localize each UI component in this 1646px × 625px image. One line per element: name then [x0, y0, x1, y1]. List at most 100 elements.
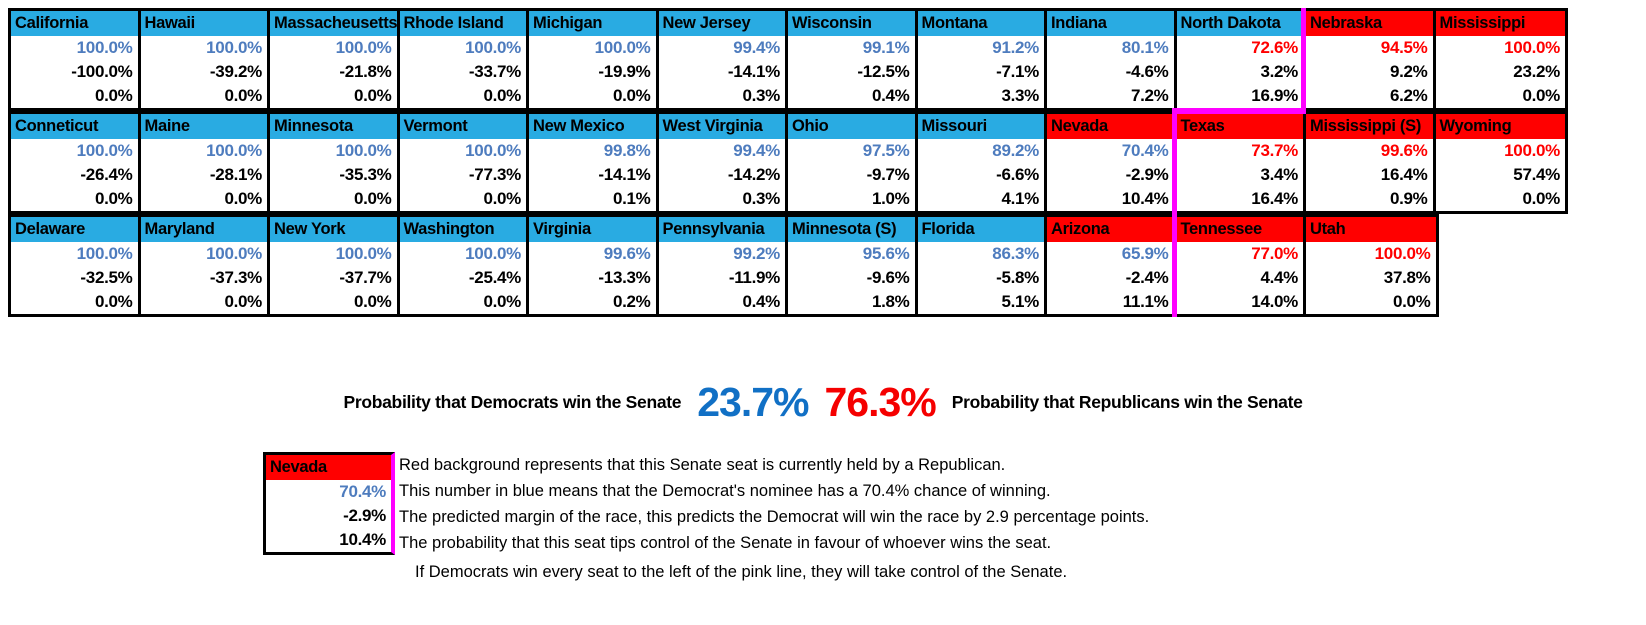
- legend-example-margin: -2.9%: [343, 506, 386, 525]
- tipping-probability: 7.2%: [1130, 86, 1169, 105]
- state-name: Arizona: [1047, 217, 1174, 242]
- state-cell-ohio[interactable]: Ohio 97.5% -9.7% 1.0%: [788, 114, 918, 211]
- tipping-probability: 0.0%: [224, 86, 262, 105]
- rep-probability-value: 76.3%: [824, 378, 937, 425]
- state-name: Delaware: [11, 217, 138, 242]
- state-cell-utah[interactable]: Utah 100.0% 37.8% 0.0%: [1306, 217, 1436, 314]
- state-cell-mississippi[interactable]: Mississippi 100.0% 23.2% 0.0%: [1435, 11, 1565, 108]
- state-cell-tennessee[interactable]: Tennessee 77.0% 4.4% 14.0%: [1176, 217, 1306, 314]
- legend-line-margin: The predicted margin of the race, this p…: [399, 508, 1150, 526]
- predicted-margin: -9.6%: [866, 268, 910, 287]
- state-name: Utah: [1306, 217, 1436, 242]
- state-cell-new-jersey[interactable]: New Jersey 99.4% -14.1% 0.3%: [658, 11, 788, 108]
- tipping-probability: 1.0%: [871, 189, 910, 208]
- predicted-margin: 3.2%: [1260, 62, 1298, 81]
- tipping-probability: 0.0%: [353, 189, 392, 208]
- win-probability: 73.7%: [1251, 141, 1298, 160]
- state-name: Washington: [399, 217, 526, 242]
- state-cell-texas[interactable]: Texas 73.7% 3.4% 16.4%: [1176, 114, 1306, 211]
- state-cell-new-mexico[interactable]: New Mexico 99.8% -14.1% 0.1%: [529, 114, 659, 211]
- win-probability: 100.0%: [335, 244, 392, 263]
- tipping-probability: 0.0%: [612, 86, 651, 105]
- win-probability: 100.0%: [1504, 38, 1560, 57]
- predicted-margin: -39.2%: [209, 62, 262, 81]
- state-cell-pennsylvania[interactable]: Pennsylvania 99.2% -11.9% 0.4%: [658, 217, 788, 314]
- predicted-margin: -26.4%: [80, 165, 133, 184]
- predicted-margin: -5.8%: [996, 268, 1039, 287]
- state-name: Virginia: [529, 217, 656, 242]
- state-cell-washington[interactable]: Washington 100.0% -25.4% 0.0%: [399, 217, 529, 314]
- tipping-probability: 16.9%: [1251, 86, 1298, 105]
- state-cell-indiana[interactable]: Indiana 80.1% -4.6% 7.2%: [1047, 11, 1177, 108]
- win-probability: 72.6%: [1251, 38, 1298, 57]
- state-cell-north-dakota[interactable]: North Dakota 72.6% 3.2% 16.9%: [1176, 11, 1306, 108]
- state-name: Ohio: [788, 114, 915, 139]
- predicted-margin: -32.5%: [80, 268, 133, 287]
- state-cell-rhode-island[interactable]: Rhode Island 100.0% -33.7% 0.0%: [399, 11, 529, 108]
- win-probability: 97.5%: [862, 141, 910, 160]
- state-cell-wisconsin[interactable]: Wisconsin 99.1% -12.5% 0.4%: [788, 11, 918, 108]
- state-cell-california[interactable]: California 100.0% -100.0% 0.0%: [11, 11, 141, 108]
- state-cell-vermont[interactable]: Vermont 100.0% -77.3% 0.0%: [399, 114, 529, 211]
- win-probability: 100.0%: [206, 244, 262, 263]
- state-cell-west-virginia[interactable]: West Virginia 99.4% -14.2% 0.3%: [658, 114, 788, 211]
- tipping-probability: 0.3%: [742, 189, 780, 208]
- tipping-probability: 0.0%: [1522, 189, 1560, 208]
- state-cell-delaware[interactable]: Delaware 100.0% -32.5% 0.0%: [11, 217, 141, 314]
- win-probability: 100.0%: [76, 38, 133, 57]
- state-name: Nebraska: [1306, 11, 1433, 36]
- state-cell-minnesota-s[interactable]: Minnesota (S) 95.6% -9.6% 1.8%: [788, 217, 918, 314]
- predicted-margin: -12.5%: [857, 62, 910, 81]
- state-cell-arizona[interactable]: Arizona 65.9% -2.4% 11.1%: [1047, 217, 1177, 314]
- tipping-probability: 0.4%: [871, 86, 910, 105]
- state-cell-mississippi-s[interactable]: Mississippi (S) 99.6% 16.4% 0.9%: [1306, 114, 1436, 211]
- state-cell-virginia[interactable]: Virginia 99.6% -13.3% 0.2%: [529, 217, 659, 314]
- state-cell-nebraska[interactable]: Nebraska 94.5% 9.2% 6.2%: [1306, 11, 1436, 108]
- win-probability: 100.0%: [206, 38, 262, 57]
- state-name: Maine: [140, 114, 267, 139]
- tipping-probability: 11.1%: [1122, 292, 1169, 311]
- state-name: Mississippi (S): [1306, 114, 1433, 139]
- state-cell-conneticut[interactable]: Conneticut 100.0% -26.4% 0.0%: [11, 114, 141, 211]
- board-row-1: California 100.0% -100.0% 0.0% Hawaii 100.0% -…: [8, 8, 1568, 111]
- state-cell-florida[interactable]: Florida 86.3% -5.8% 5.1%: [917, 217, 1047, 314]
- tipping-probability: 0.0%: [353, 292, 392, 311]
- win-probability: 86.3%: [992, 244, 1039, 263]
- predicted-margin: -100.0%: [71, 62, 133, 81]
- state-name: Indiana: [1047, 11, 1174, 36]
- state-name: Hawaii: [140, 11, 267, 36]
- state-cell-wyoming[interactable]: Wyoming 100.0% 57.4% 0.0%: [1435, 114, 1565, 211]
- state-name: New Jersey: [658, 11, 785, 36]
- state-cell-missouri[interactable]: Missouri 89.2% -6.6% 4.1%: [917, 114, 1047, 211]
- state-cell-massacheusetts[interactable]: Massacheusetts 100.0% -21.8% 0.0%: [270, 11, 400, 108]
- legend-example-cell: Nevada 70.4% -2.9% 10.4%: [263, 452, 395, 555]
- state-cell-new-york[interactable]: New York 100.0% -37.7% 0.0%: [270, 217, 400, 314]
- state-cell-maryland[interactable]: Maryland 100.0% -37.3% 0.0%: [140, 217, 270, 314]
- legend-line-pink-line: If Democrats win every seat to the left …: [415, 563, 1068, 581]
- board-row-2: Conneticut 100.0% -26.4% 0.0% Maine 100.0% -28…: [8, 111, 1568, 214]
- legend-line-tipping: The probability that this seat tips cont…: [399, 534, 1052, 552]
- predicted-margin: -35.3%: [339, 165, 392, 184]
- win-probability: 100.0%: [1374, 244, 1431, 263]
- state-cell-michigan[interactable]: Michigan 100.0% -19.9% 0.0%: [529, 11, 659, 108]
- state-name: Massacheusetts: [270, 11, 397, 36]
- predicted-margin: -2.4%: [1125, 268, 1169, 287]
- predicted-margin: -77.3%: [468, 165, 521, 184]
- win-probability: 100.0%: [76, 244, 133, 263]
- state-cell-maine[interactable]: Maine 100.0% -28.1% 0.0%: [140, 114, 270, 211]
- win-probability: 70.4%: [1121, 141, 1169, 160]
- tipping-probability: 0.0%: [224, 189, 262, 208]
- win-probability: 100.0%: [76, 141, 133, 160]
- state-name: Missouri: [917, 114, 1044, 139]
- state-name: Conneticut: [11, 114, 138, 139]
- state-cell-nevada[interactable]: Nevada 70.4% -2.9% 10.4%: [1047, 114, 1177, 211]
- state-name: Florida: [917, 217, 1044, 242]
- state-name: Rhode Island: [399, 11, 526, 36]
- board-row-3: Delaware 100.0% -32.5% 0.0% Maryland 100.0% -3…: [8, 214, 1439, 317]
- state-cell-hawaii[interactable]: Hawaii 100.0% -39.2% 0.0%: [140, 11, 270, 108]
- win-probability: 99.4%: [733, 141, 780, 160]
- state-cell-montana[interactable]: Montana 91.2% -7.1% 3.3%: [917, 11, 1047, 108]
- state-cell-minnesota[interactable]: Minnesota 100.0% -35.3% 0.0%: [270, 114, 400, 211]
- predicted-margin: -37.3%: [209, 268, 262, 287]
- win-probability: 99.6%: [603, 244, 651, 263]
